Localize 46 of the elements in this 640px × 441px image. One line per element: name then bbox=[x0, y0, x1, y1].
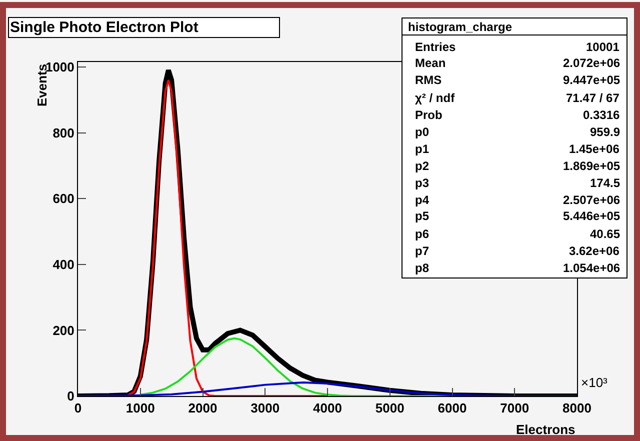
annotation: p3 bbox=[415, 176, 430, 190]
annotation: p0 bbox=[415, 125, 430, 139]
text: 10001 bbox=[586, 40, 620, 54]
annotation: 5.446e+05 bbox=[563, 209, 620, 223]
annotation: 2.072e+06 bbox=[563, 56, 620, 70]
annotation: 1.869e+05 bbox=[563, 159, 620, 173]
x-tick-label: 7000 bbox=[500, 400, 530, 416]
x-tick-label: 5000 bbox=[375, 400, 404, 416]
x-axis-title: Electrons bbox=[516, 422, 576, 437]
annotation: 1.45e+06 bbox=[569, 142, 620, 156]
text: 40.65 bbox=[590, 227, 620, 241]
x-tick-label: 4000 bbox=[313, 400, 342, 416]
y-tick-label: 200 bbox=[52, 322, 74, 338]
x-tick-label: 2000 bbox=[188, 400, 218, 416]
text: 0.3316 bbox=[583, 108, 620, 122]
text: ×10³ bbox=[581, 375, 608, 390]
annotation: 1.054e+06 bbox=[563, 261, 620, 275]
annotation: 9.447e+05 bbox=[563, 73, 620, 87]
annotation: 2.507e+06 bbox=[563, 193, 620, 207]
y-tick-label: 600 bbox=[52, 191, 74, 206]
annotation: Prob bbox=[415, 108, 442, 122]
annotation: p5 bbox=[415, 209, 430, 223]
y-tick-label: 800 bbox=[52, 125, 74, 140]
annotation: χ² / ndf bbox=[415, 91, 456, 105]
annotation: p2 bbox=[415, 159, 430, 173]
annotation: p4 bbox=[415, 193, 430, 207]
annotation: p7 bbox=[415, 244, 430, 258]
annotation: RMS bbox=[415, 73, 442, 87]
annotation: Mean bbox=[415, 56, 446, 70]
annotation: 3.62e+06 bbox=[569, 244, 620, 258]
text: Entries bbox=[415, 40, 456, 54]
y-tick-label: 400 bbox=[52, 256, 74, 272]
text: histogram_charge bbox=[408, 20, 512, 34]
x-tick-label: 8000 bbox=[562, 400, 592, 416]
annotation: p1 bbox=[415, 142, 430, 156]
annotation: p6 bbox=[415, 227, 430, 241]
y-tick-label: 0 bbox=[67, 388, 74, 404]
annotation: 71.47 / 67 bbox=[566, 91, 620, 105]
x-tick-label: 6000 bbox=[438, 400, 467, 416]
text: 174.5 bbox=[590, 176, 620, 190]
chart-title: Single Photo Electron Plot bbox=[10, 19, 198, 36]
annotation: p8 bbox=[415, 261, 430, 275]
line-series bbox=[78, 382, 577, 396]
x-tick-label: 3000 bbox=[250, 400, 280, 416]
x-tick-label: 1000 bbox=[126, 400, 155, 416]
text: 959.9 bbox=[590, 125, 620, 139]
